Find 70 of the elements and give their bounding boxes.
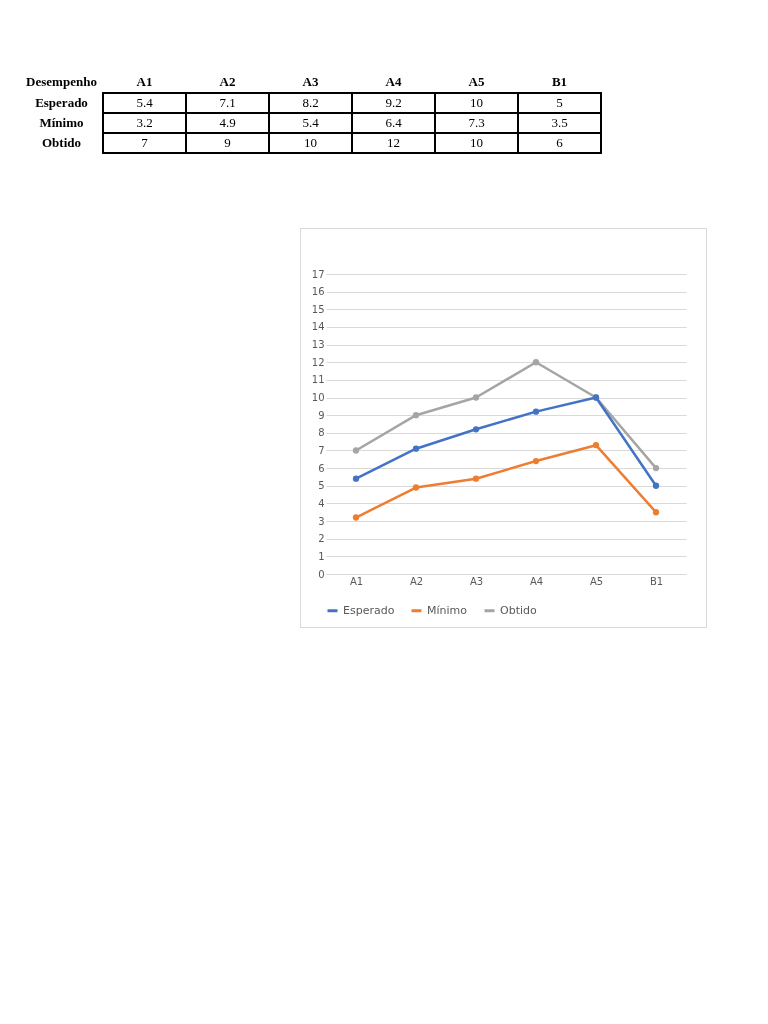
y-tick-label: Esperado [35, 95, 88, 110]
data-label: 12 [387, 135, 400, 150]
y-tick-label: 6 [318, 462, 325, 474]
y-tick-label: 17 [311, 268, 325, 280]
data-label: 10 [470, 95, 483, 110]
point [652, 482, 660, 489]
y-tick-label: 9 [318, 409, 325, 421]
y-tick-label: 13 [311, 339, 325, 351]
legend-label: Obtido [500, 603, 537, 617]
data-label: 9.2 [385, 95, 402, 110]
point [472, 426, 480, 433]
x-tick-label: B1 [649, 575, 664, 587]
y-tick-label: Obtido [41, 135, 82, 150]
point [412, 412, 420, 419]
data-label: 7.1 [219, 95, 236, 110]
x-tick-label: A2 [409, 575, 424, 587]
data-label: 7 [141, 135, 149, 150]
data-label: 3.5 [551, 115, 568, 130]
point [412, 484, 420, 491]
y-tick-label: 15 [311, 303, 325, 315]
y-tick-label: 1 [318, 550, 325, 562]
x-tick-label: A1 [136, 73, 153, 89]
data-label: 9 [224, 135, 231, 150]
point [472, 475, 480, 482]
y-tick-label: Mínimo [39, 115, 84, 130]
data-label: 7.3 [468, 115, 485, 130]
y-tick-label: 11 [311, 374, 325, 386]
data-label: 5.4 [136, 95, 154, 110]
x-tick-label: A3 [302, 73, 319, 89]
point [412, 445, 420, 452]
legend-label: Esperado [343, 603, 395, 617]
x-tick-label: A1 [349, 575, 364, 587]
point [652, 509, 660, 516]
point [532, 408, 540, 415]
y-tick-label: 0 [318, 568, 325, 580]
y-tick-label: 14 [311, 321, 325, 333]
data-label: 5.4 [302, 115, 320, 130]
y-axis-title: Desempenho [26, 73, 97, 89]
data-label: 6.4 [385, 115, 403, 130]
y-tick-label: 4 [318, 497, 325, 509]
data-label: 10 [470, 135, 483, 150]
data-label: 6 [556, 135, 564, 150]
x-tick-label: A5 [468, 73, 485, 89]
data-label: 3.2 [136, 115, 153, 130]
legend-label: Mínimo [427, 603, 468, 617]
x-tick-label: A2 [219, 73, 236, 89]
y-tick-label: 8 [318, 427, 325, 439]
x-tick-label: A3 [469, 575, 484, 587]
y-tick-label: 12 [311, 356, 325, 368]
point [472, 394, 480, 401]
data-label: 8.2 [302, 95, 319, 110]
x-tick-label: A4 [529, 575, 544, 587]
y-tick-label: 5 [318, 480, 325, 492]
point [652, 464, 660, 472]
y-tick-label: 10 [311, 392, 325, 404]
y-tick-label: 7 [318, 444, 325, 456]
y-tick-label: 16 [311, 286, 325, 298]
x-tick-label: A4 [385, 73, 402, 89]
point [532, 359, 540, 366]
point [592, 442, 600, 449]
data-label: 4.9 [219, 115, 236, 130]
point [352, 475, 360, 482]
point [352, 514, 360, 521]
x-tick-label: B1 [551, 73, 568, 89]
point [532, 457, 540, 465]
point [352, 447, 360, 454]
data-label: 5 [556, 95, 563, 110]
y-tick-label: 2 [318, 533, 325, 545]
x-tick-label: A5 [589, 575, 604, 587]
y-tick-label: 3 [318, 515, 325, 527]
